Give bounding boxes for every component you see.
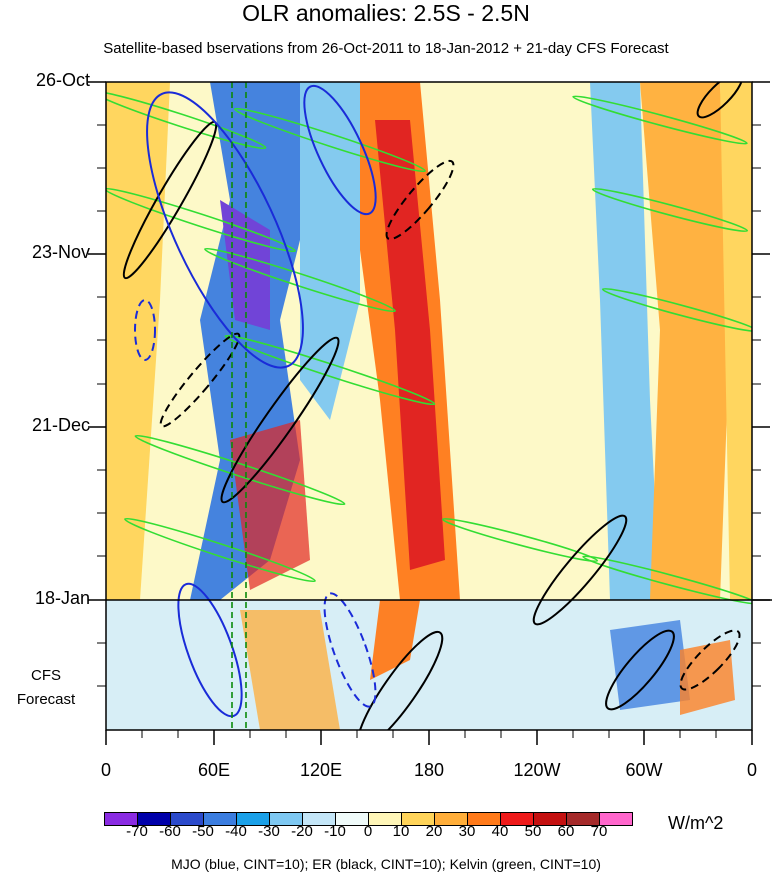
colorbar-tick-label: 40	[491, 823, 509, 840]
mjo-contour	[177, 582, 243, 718]
mjo-contour	[134, 299, 156, 361]
colorbar-tick-label: 70	[590, 823, 608, 840]
chart-subtitle: Satellite-based bservations from 26-Oct-…	[103, 40, 669, 57]
er-contour	[679, 629, 741, 691]
colorbar-tick-label: -70	[126, 823, 148, 840]
kelvin-contour	[601, 287, 752, 333]
colorbar-tick-label: 10	[392, 823, 410, 840]
kelvin-contour	[572, 95, 748, 145]
kelvin-contour	[582, 555, 752, 605]
kelvin-contour	[106, 187, 296, 253]
shade-africa-positive	[720, 82, 752, 600]
shade-atlantic-positive	[640, 82, 730, 600]
x-tick-label: 180	[413, 760, 445, 780]
colorbar-tick-label: -10	[324, 823, 346, 840]
y-tick-label: 21-Dec	[31, 415, 90, 435]
shade-maritime-warm	[230, 420, 310, 590]
shade-eastpac-negative	[590, 82, 660, 600]
forecast-label: Forecast	[16, 691, 76, 708]
colorbar-tick-label: 20	[425, 823, 443, 840]
colorbar-tick-label: 60	[557, 823, 575, 840]
kelvin-contour	[106, 90, 267, 150]
er-contour	[696, 82, 744, 119]
kelvin-contour	[234, 107, 426, 173]
er-contour	[605, 629, 675, 711]
colorbar-tick-label: 0	[363, 823, 373, 840]
shade-light-negative	[300, 82, 360, 420]
plot-area	[106, 82, 752, 730]
mjo-contour	[323, 592, 377, 708]
x-tick-label: 60E	[197, 760, 231, 780]
colorbar-units: W/m^2	[668, 813, 724, 833]
y-tick-label: 18-Jan	[34, 588, 90, 608]
colorbar	[104, 812, 633, 828]
er-contour	[385, 159, 455, 241]
x-tick-label: 120E	[299, 760, 343, 780]
kelvin-contour	[591, 187, 749, 233]
er-contour	[220, 336, 340, 504]
colorbar-tick-label: 30	[458, 823, 476, 840]
y-tick-label: 26-Oct	[35, 70, 90, 90]
colorbar-tick-label: -60	[159, 823, 181, 840]
er-contour	[356, 630, 444, 730]
colorbar-tick-label: -30	[258, 823, 280, 840]
forecast-label: CFS	[31, 667, 61, 684]
shade-forecast-negative	[610, 620, 690, 710]
y-tick-label: 23-Nov	[31, 242, 90, 262]
colorbar-tick-label: 50	[524, 823, 542, 840]
mjo-contour	[146, 91, 304, 369]
mjo-contours	[134, 84, 377, 718]
colorbar-tick-label: -40	[225, 823, 247, 840]
x-tick-label: 120W	[513, 760, 561, 780]
y-ticks	[88, 81, 770, 601]
x-tick-label: 0	[100, 760, 111, 780]
colorbar-tick-label: -20	[291, 823, 313, 840]
x-tick-label: 0	[746, 760, 757, 780]
kelvin-contour	[124, 517, 316, 583]
colorbar-box	[599, 812, 633, 826]
er-contour	[532, 514, 628, 626]
shade-dateline-strong	[375, 120, 445, 570]
shade-forecast-warm	[240, 610, 340, 730]
x-tick-label: 60W	[625, 760, 663, 780]
x-minor-ticks	[141, 730, 717, 738]
x-ticks	[105, 730, 753, 745]
kelvin-contour	[134, 434, 346, 506]
er-contour	[159, 332, 241, 428]
contour-caption: MJO (blue, CINT=10); ER (black, CINT=10)…	[171, 856, 601, 872]
kelvin-contour	[441, 517, 599, 563]
colorbar-tick-label: -50	[192, 823, 214, 840]
shade-forecast-dateline	[370, 600, 420, 680]
kelvin-contour	[224, 334, 436, 406]
chart-title: OLR anomalies: 2.5S - 2.5N	[242, 0, 530, 26]
y-minor-ticks	[97, 124, 761, 687]
mjo-contour	[303, 84, 377, 216]
